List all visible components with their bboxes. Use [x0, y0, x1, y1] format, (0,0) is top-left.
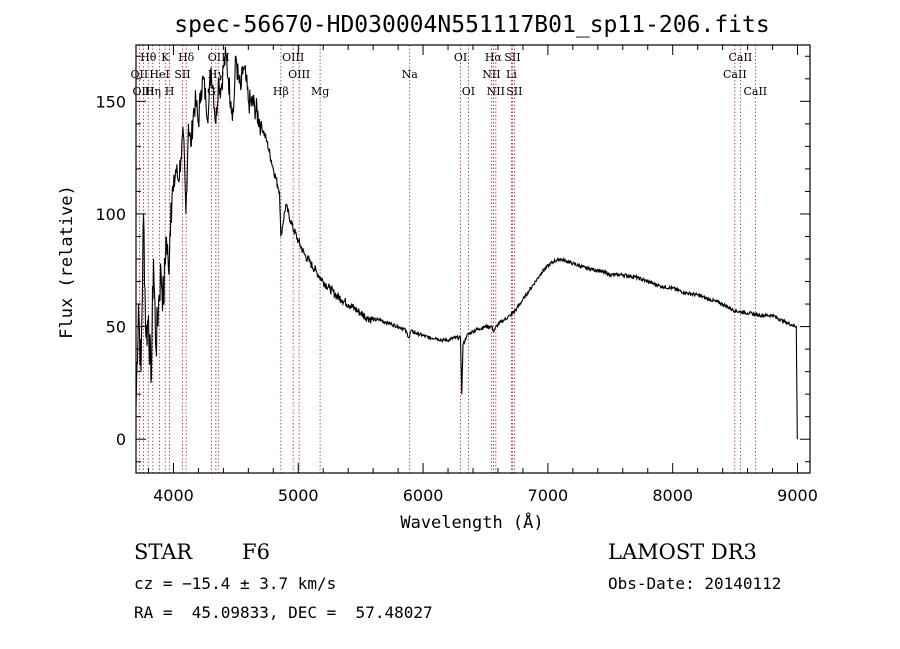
spectral-line-label: CaII [723, 68, 747, 81]
coordinates: RA = 45.09833, DEC = 57.48027 [134, 603, 433, 622]
spectral-line-label: SII [506, 85, 522, 98]
spectral-line-label: Na [402, 68, 419, 81]
spectral-line-label: Hθ [140, 51, 157, 64]
y-axis-ticks: 0 50 100 150 [95, 55, 810, 463]
observation-date: Obs-Date: 20140112 [608, 574, 782, 593]
y-axis-label: Flux (relative) [57, 185, 77, 339]
spectral-line-label: H [165, 85, 175, 98]
spectral-line-label: NII [482, 68, 500, 81]
y-tick-label: 0 [116, 430, 126, 449]
spectral-line-label: OIII [288, 68, 310, 81]
object-class: STAR [134, 540, 193, 564]
spectral-line-label: OII [131, 68, 149, 81]
spectral-line-label: Hβ [273, 85, 289, 98]
spectral-line-label: OIII [282, 51, 304, 64]
spectral-line-label: OI [462, 85, 475, 98]
spectral-line-label: Hη [145, 85, 161, 98]
x-tick-label: 5000 [278, 486, 319, 505]
spectral-line-label: CaII [729, 51, 753, 64]
spectral-line-label: SII [174, 68, 190, 81]
x-tick-label: 9000 [777, 486, 818, 505]
spectral-line-label: Mg [311, 85, 329, 98]
x-tick-label: 4000 [153, 486, 194, 505]
x-axis-label: Wavelength (Å) [400, 511, 543, 533]
spectral-line-label: OIII [132, 85, 154, 98]
y-tick-label: 150 [95, 92, 126, 111]
spectral-line-label: Hα [485, 51, 503, 64]
chart-title: spec-56670-HD030004N551117B01_sp11-206.f… [174, 12, 769, 38]
y-tick-label: 100 [95, 205, 126, 224]
x-tick-label: 6000 [403, 486, 444, 505]
x-axis-ticks: 4000 5000 6000 7000 8000 9000 [147, 45, 818, 505]
redshift-cz: cz = −15.4 ± 3.7 km/s [134, 574, 337, 593]
survey-name: LAMOST DR3 [608, 540, 757, 564]
spectral-line-label: HeI [149, 68, 169, 81]
x-tick-label: 7000 [528, 486, 569, 505]
spectral-line-label: Hδ [178, 51, 195, 64]
plot-frame [135, 44, 811, 474]
spectral-line-markers [138, 45, 756, 473]
spectrum-line [135, 46, 798, 440]
spectral-line-label: OI [454, 51, 467, 64]
spectral-line-label: G [207, 85, 216, 98]
spectral-line-label: SII [504, 51, 520, 64]
spectral-line-label: K [161, 51, 170, 64]
spectral-line-label: CaII [743, 85, 767, 98]
y-tick-label: 50 [106, 318, 126, 337]
object-subclass: F6 [242, 540, 270, 564]
spectral-line-label: Li [506, 68, 517, 81]
spectral-line-label: NII [487, 85, 505, 98]
x-tick-label: 8000 [652, 486, 693, 505]
